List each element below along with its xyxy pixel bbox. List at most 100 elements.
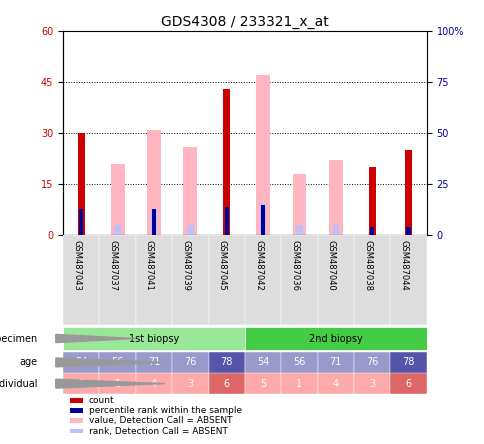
FancyBboxPatch shape (208, 235, 244, 325)
FancyBboxPatch shape (172, 235, 208, 325)
Text: value, Detection Call = ABSENT: value, Detection Call = ABSENT (88, 416, 231, 425)
Polygon shape (56, 334, 136, 343)
Bar (147, 130, 161, 235)
Text: individual: individual (0, 379, 38, 388)
Text: 4: 4 (151, 379, 157, 388)
FancyBboxPatch shape (63, 373, 99, 394)
Bar (328, 160, 342, 235)
Bar (187, 225, 193, 235)
Text: 2nd biopsy: 2nd biopsy (308, 333, 362, 344)
Text: 3: 3 (187, 379, 193, 388)
Polygon shape (56, 358, 165, 367)
Text: 56: 56 (293, 357, 305, 367)
Text: 3: 3 (368, 379, 375, 388)
FancyBboxPatch shape (317, 373, 353, 394)
Bar (224, 207, 228, 235)
Bar (110, 164, 124, 235)
Bar (405, 150, 411, 235)
Text: 78: 78 (402, 357, 414, 367)
FancyBboxPatch shape (99, 352, 136, 373)
Bar (78, 133, 84, 235)
FancyBboxPatch shape (353, 235, 390, 325)
Text: 71: 71 (329, 357, 341, 367)
Text: age: age (19, 357, 38, 367)
FancyBboxPatch shape (244, 373, 281, 394)
FancyBboxPatch shape (353, 352, 390, 373)
Text: 1: 1 (296, 379, 302, 388)
FancyBboxPatch shape (244, 235, 281, 325)
Bar (151, 209, 157, 235)
Text: GSM487037: GSM487037 (108, 240, 117, 291)
Text: 71: 71 (148, 357, 160, 367)
FancyBboxPatch shape (172, 352, 208, 373)
FancyBboxPatch shape (390, 373, 426, 394)
FancyBboxPatch shape (136, 352, 172, 373)
Bar (183, 147, 197, 235)
Bar (292, 174, 306, 235)
FancyBboxPatch shape (172, 373, 208, 394)
Text: 5: 5 (259, 379, 266, 388)
Bar (256, 75, 270, 235)
FancyBboxPatch shape (317, 352, 353, 373)
Text: GSM487038: GSM487038 (363, 240, 372, 291)
Text: 54: 54 (75, 357, 87, 367)
Text: 6: 6 (405, 379, 411, 388)
Text: GSM487042: GSM487042 (254, 240, 262, 290)
FancyBboxPatch shape (317, 235, 353, 325)
Bar (223, 89, 229, 235)
FancyBboxPatch shape (208, 352, 244, 373)
Text: percentile rank within the sample: percentile rank within the sample (88, 406, 241, 415)
Text: GSM487045: GSM487045 (217, 240, 226, 290)
Text: 1: 1 (114, 379, 121, 388)
Bar (151, 209, 156, 235)
FancyBboxPatch shape (63, 326, 244, 350)
Text: 4: 4 (332, 379, 338, 388)
Bar (70, 428, 83, 433)
Bar (70, 408, 83, 413)
Bar (296, 225, 302, 235)
FancyBboxPatch shape (99, 373, 136, 394)
Bar (332, 225, 338, 235)
FancyBboxPatch shape (63, 352, 99, 373)
FancyBboxPatch shape (208, 373, 244, 394)
Text: rank, Detection Call = ABSENT: rank, Detection Call = ABSENT (88, 427, 227, 436)
FancyBboxPatch shape (136, 235, 172, 325)
Bar (114, 225, 121, 235)
Bar (259, 202, 266, 235)
Text: 76: 76 (184, 357, 196, 367)
FancyBboxPatch shape (136, 373, 172, 394)
FancyBboxPatch shape (244, 326, 426, 350)
Bar (369, 227, 374, 235)
Text: GSM487041: GSM487041 (145, 240, 153, 290)
Text: GSM487040: GSM487040 (326, 240, 335, 290)
FancyBboxPatch shape (390, 352, 426, 373)
FancyBboxPatch shape (281, 235, 317, 325)
Text: count: count (88, 396, 114, 405)
Polygon shape (56, 379, 165, 388)
Text: 54: 54 (257, 357, 269, 367)
Text: 1st biopsy: 1st biopsy (129, 333, 179, 344)
Bar (70, 398, 83, 403)
Bar (368, 167, 375, 235)
FancyBboxPatch shape (63, 235, 99, 325)
Text: 76: 76 (365, 357, 378, 367)
Text: 78: 78 (220, 357, 232, 367)
FancyBboxPatch shape (390, 235, 426, 325)
Text: specimen: specimen (0, 333, 38, 344)
FancyBboxPatch shape (353, 373, 390, 394)
FancyBboxPatch shape (99, 235, 136, 325)
Text: GSM487043: GSM487043 (72, 240, 81, 291)
Bar (70, 418, 83, 423)
Text: GSM487036: GSM487036 (290, 240, 299, 291)
Bar (406, 227, 410, 235)
Text: 56: 56 (111, 357, 123, 367)
Title: GDS4308 / 233321_x_at: GDS4308 / 233321_x_at (161, 15, 328, 29)
FancyBboxPatch shape (281, 373, 317, 394)
Bar (79, 209, 83, 235)
Text: 6: 6 (223, 379, 229, 388)
Text: GSM487039: GSM487039 (181, 240, 190, 291)
FancyBboxPatch shape (244, 352, 281, 373)
Text: 5: 5 (78, 379, 84, 388)
FancyBboxPatch shape (281, 352, 317, 373)
Text: GSM487044: GSM487044 (399, 240, 408, 290)
